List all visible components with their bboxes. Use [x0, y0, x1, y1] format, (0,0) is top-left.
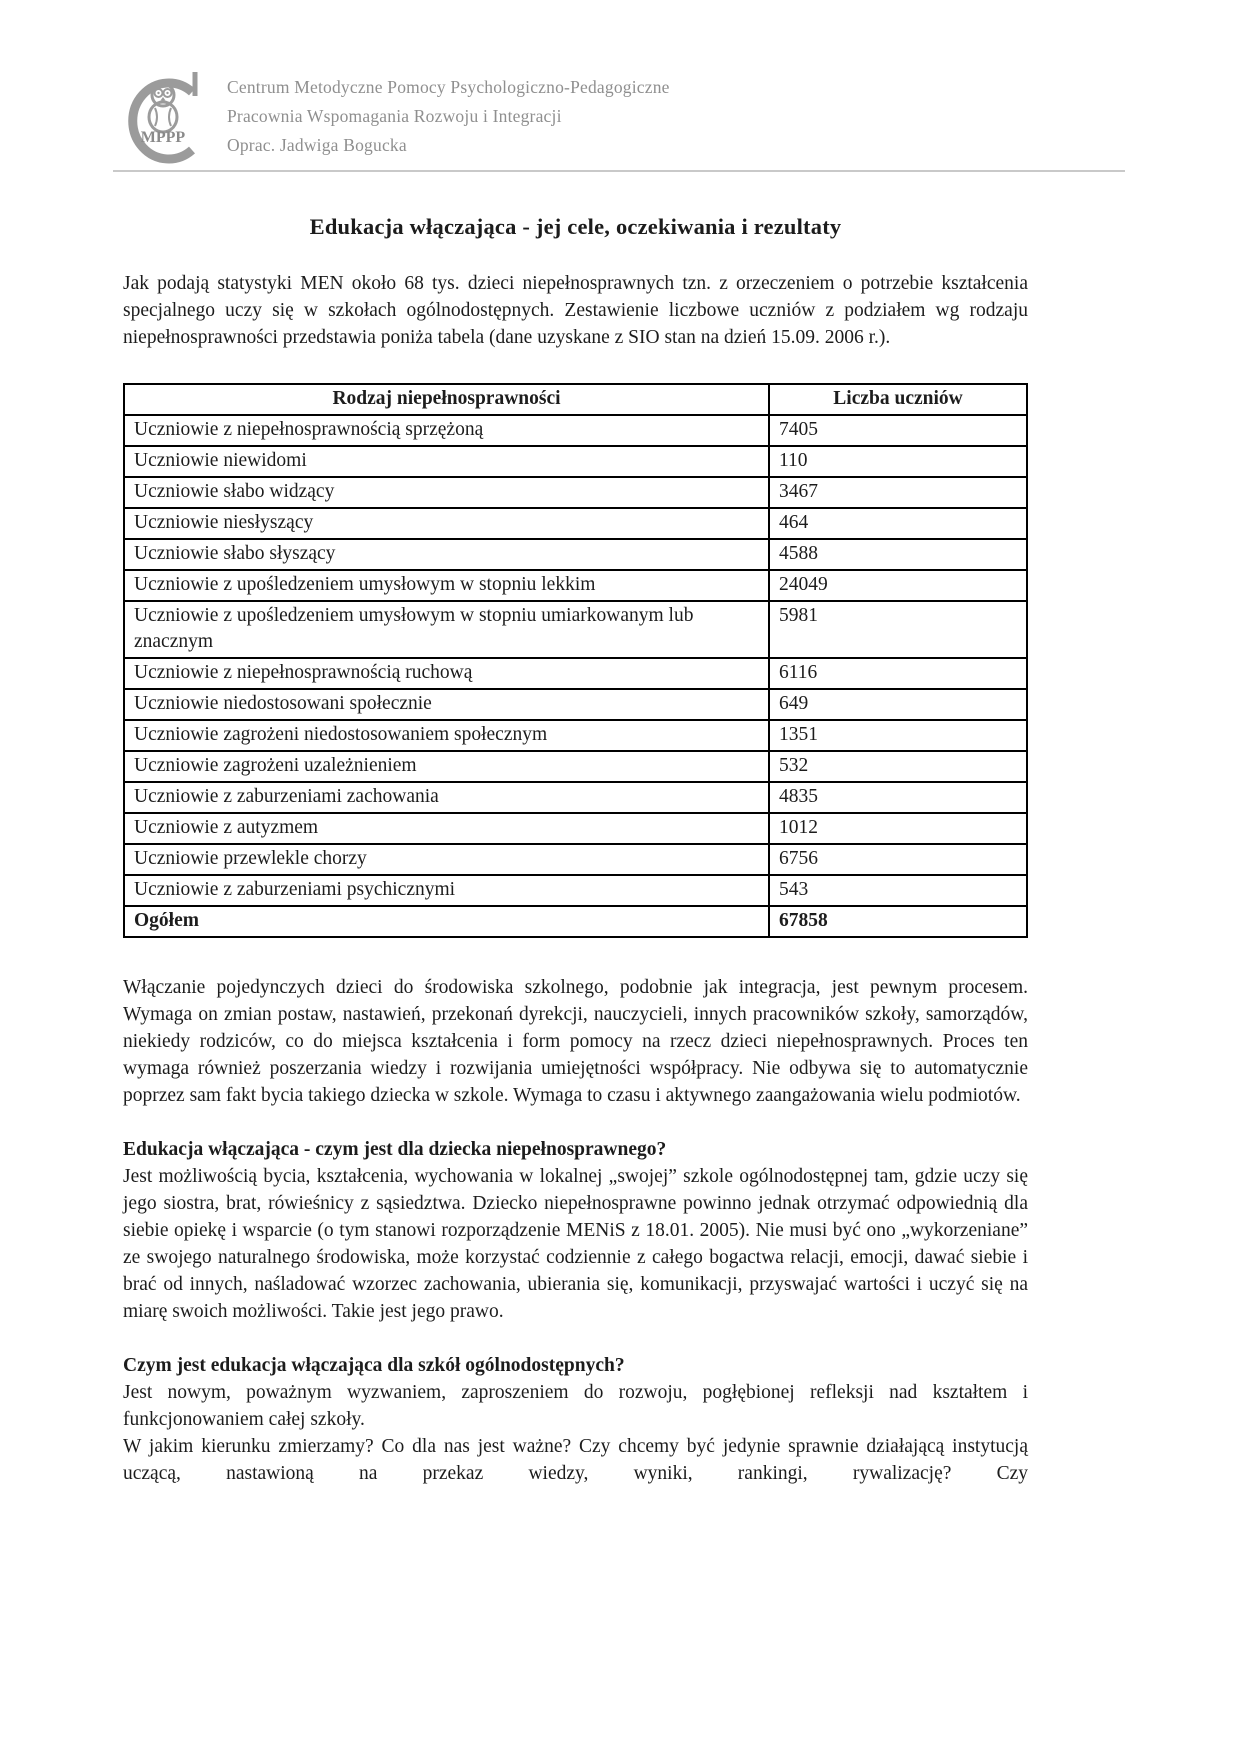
- disability-type-cell: Uczniowie niedostosowani społecznie: [123, 688, 770, 721]
- letterhead: MPPP Centrum Metodyczne Pomocy Psycholog…: [113, 66, 1125, 168]
- student-count-cell: 1012: [768, 812, 1028, 845]
- column-header-student-count: Liczba uczniów: [768, 383, 1028, 416]
- total-value-cell: 67858: [768, 905, 1028, 938]
- student-count-cell: 6756: [768, 843, 1028, 876]
- disability-type-cell: Uczniowie z niepełnosprawnością ruchową: [123, 657, 770, 690]
- disability-type-cell: Uczniowie z upośledzeniem umysłowym w st…: [123, 600, 770, 659]
- section-heading-schools: Czym jest edukacja włączająca dla szkół …: [123, 1355, 625, 1376]
- table-row: Uczniowie słabo widzący 3467: [123, 476, 1028, 509]
- cmppp-logo: MPPP: [113, 66, 209, 168]
- disability-type-cell: Uczniowie z autyzmem: [123, 812, 770, 845]
- student-count-cell: 532: [768, 750, 1028, 783]
- table-row: Uczniowie niesłyszący 464: [123, 507, 1028, 540]
- inclusion-process-paragraph: Włączanie pojedynczych dzieci do środowi…: [123, 977, 1028, 1106]
- table-header-row: Rodzaj niepełnosprawności Liczba uczniów: [123, 383, 1028, 416]
- disability-type-cell: Uczniowie z zaburzeniami zachowania: [123, 781, 770, 814]
- table-row: Uczniowie zagrożeni niedostosowaniem spo…: [123, 719, 1028, 752]
- section-schools-paragraph-1: Jest nowym, poważnym wyzwaniem, zaprosze…: [123, 1382, 1028, 1430]
- cmppp-logo-icon: MPPP: [128, 72, 198, 164]
- student-count-cell: 1351: [768, 719, 1028, 752]
- column-header-disability-type: Rodzaj niepełnosprawności: [123, 383, 770, 416]
- table-row: Uczniowie z niepełnosprawnością ruchową 6…: [123, 657, 1028, 690]
- disability-type-cell: Uczniowie niewidomi: [123, 445, 770, 478]
- section-child-paragraph: Jest możliwością bycia, kształcenia, wyc…: [123, 1166, 1028, 1322]
- disability-type-cell: Uczniowie zagrożeni niedostosowaniem spo…: [123, 719, 770, 752]
- disability-type-cell: Uczniowie przewlekle chorzy: [123, 843, 770, 876]
- table-total-row: Ogółem 67858: [123, 905, 1028, 938]
- section-heading-child: Edukacja włączająca - czym jest dla dzie…: [123, 1139, 667, 1160]
- table-row: Uczniowie z upośledzeniem umysłowym w st…: [123, 600, 1028, 659]
- org-unit-line: Pracownia Wspomagania Rozwoju i Integrac…: [227, 106, 562, 126]
- disability-type-cell: Uczniowie zagrożeni uzależnieniem: [123, 750, 770, 783]
- table-row: Uczniowie z zaburzeniami psychicznymi 543: [123, 874, 1028, 907]
- student-count-cell: 4588: [768, 538, 1028, 571]
- org-name-line: Centrum Metodyczne Pomocy Psychologiczno…: [227, 77, 670, 97]
- table-row: Uczniowie zagrożeni uzależnieniem 532: [123, 750, 1028, 783]
- student-count-cell: 543: [768, 874, 1028, 907]
- student-count-cell: 5981: [768, 600, 1028, 659]
- total-label-cell: Ogółem: [123, 905, 770, 938]
- letterhead-text: Centrum Metodyczne Pomocy Psychologiczno…: [227, 66, 670, 160]
- student-count-cell: 4835: [768, 781, 1028, 814]
- student-count-cell: 3467: [768, 476, 1028, 509]
- document-title: Edukacja włączająca - jej cele, oczekiwa…: [309, 214, 842, 239]
- logo-acronym: MPPP: [141, 129, 186, 146]
- disability-type-cell: Uczniowie z zaburzeniami psychicznymi: [123, 874, 770, 907]
- student-count-cell: 24049: [768, 569, 1028, 602]
- disability-type-cell: Uczniowie z niepełnosprawnością sprzężon…: [123, 414, 770, 447]
- disability-type-cell: Uczniowie niesłyszący: [123, 507, 770, 540]
- student-count-cell: 464: [768, 507, 1028, 540]
- disability-type-cell: Uczniowie z upośledzeniem umysłowym w st…: [123, 569, 770, 602]
- section-schools-paragraph-2: W jakim kierunku zmierzamy? Co dla nas j…: [123, 1436, 1028, 1484]
- table-row: Uczniowie niewidomi 110: [123, 445, 1028, 478]
- logo-c-shape: [128, 78, 195, 164]
- intro-paragraph: Jak podają statystyki MEN około 68 tys. …: [123, 273, 1028, 348]
- owl-icon: [147, 82, 179, 134]
- student-count-cell: 7405: [768, 414, 1028, 447]
- student-count-cell: 110: [768, 445, 1028, 478]
- disability-type-cell: Uczniowie słabo słyszący: [123, 538, 770, 571]
- table-row: Uczniowie z zaburzeniami zachowania 4835: [123, 781, 1028, 814]
- table-row: Uczniowie z upośledzeniem umysłowym w st…: [123, 569, 1028, 602]
- table-row: Uczniowie przewlekle chorzy 6756: [123, 843, 1028, 876]
- table-row: Uczniowie niedostosowani społecznie 649: [123, 688, 1028, 721]
- student-count-cell: 6116: [768, 657, 1028, 690]
- table-row: Uczniowie z niepełnosprawnością sprzężon…: [123, 414, 1028, 447]
- disability-type-cell: Uczniowie słabo widzący: [123, 476, 770, 509]
- table-row: Uczniowie słabo słyszący 4588: [123, 538, 1028, 571]
- header-divider: [113, 170, 1125, 172]
- table-row: Uczniowie z autyzmem 1012: [123, 812, 1028, 845]
- student-count-cell: 649: [768, 688, 1028, 721]
- disability-statistics-table: Rodzaj niepełnosprawności Liczba uczniów…: [123, 383, 1028, 938]
- author-line: Oprac. Jadwiga Bogucka: [227, 135, 407, 155]
